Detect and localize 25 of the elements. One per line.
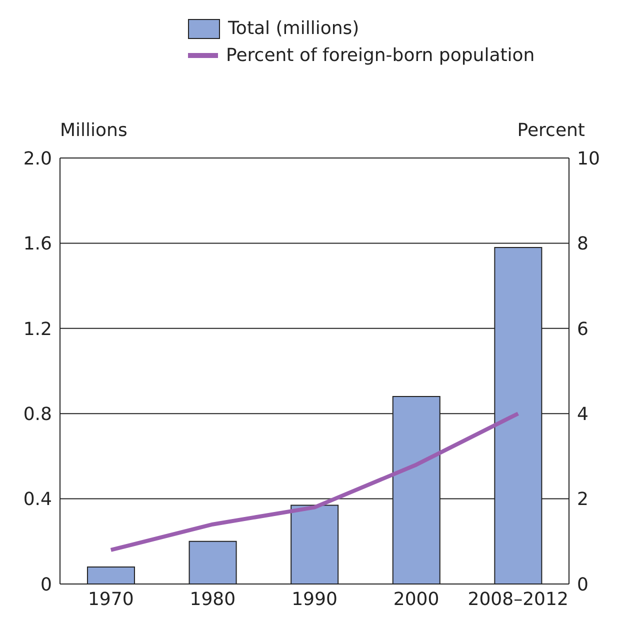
x-tick-label: 1990 <box>292 588 338 610</box>
x-tick-label: 1980 <box>190 588 236 610</box>
legend-label: Percent of foreign-born population <box>226 45 535 66</box>
y-axis-title: Millions <box>60 120 128 141</box>
y-tick-label: 0 <box>40 574 52 596</box>
y-tick-label: 2.0 <box>23 148 52 170</box>
y2-tick-label: 6 <box>577 318 588 340</box>
y2-tick-label: 0 <box>577 574 588 596</box>
y2-tick-label: 8 <box>577 234 588 255</box>
y-tick-label: 1.2 <box>23 318 52 340</box>
legend-label: Total (millions) <box>228 18 360 39</box>
x-tick-label: 2000 <box>393 588 440 610</box>
bar <box>290 504 339 584</box>
y2-tick-label: 2 <box>577 489 588 510</box>
line-series <box>108 412 520 552</box>
y-tick-label: 0.8 <box>23 404 52 425</box>
y-tick-label: 1.6 <box>23 234 52 255</box>
y2-axis-title: Percent <box>517 120 585 141</box>
bar <box>188 540 237 584</box>
x-tick-label: 1970 <box>88 588 134 610</box>
y2-tick-label: 10 <box>577 148 600 170</box>
bar <box>86 566 135 584</box>
y2-tick-label: 4 <box>577 404 588 425</box>
y-tick-label: 0.4 <box>23 489 52 510</box>
x-tick-label: 2008–2012 <box>468 588 568 610</box>
